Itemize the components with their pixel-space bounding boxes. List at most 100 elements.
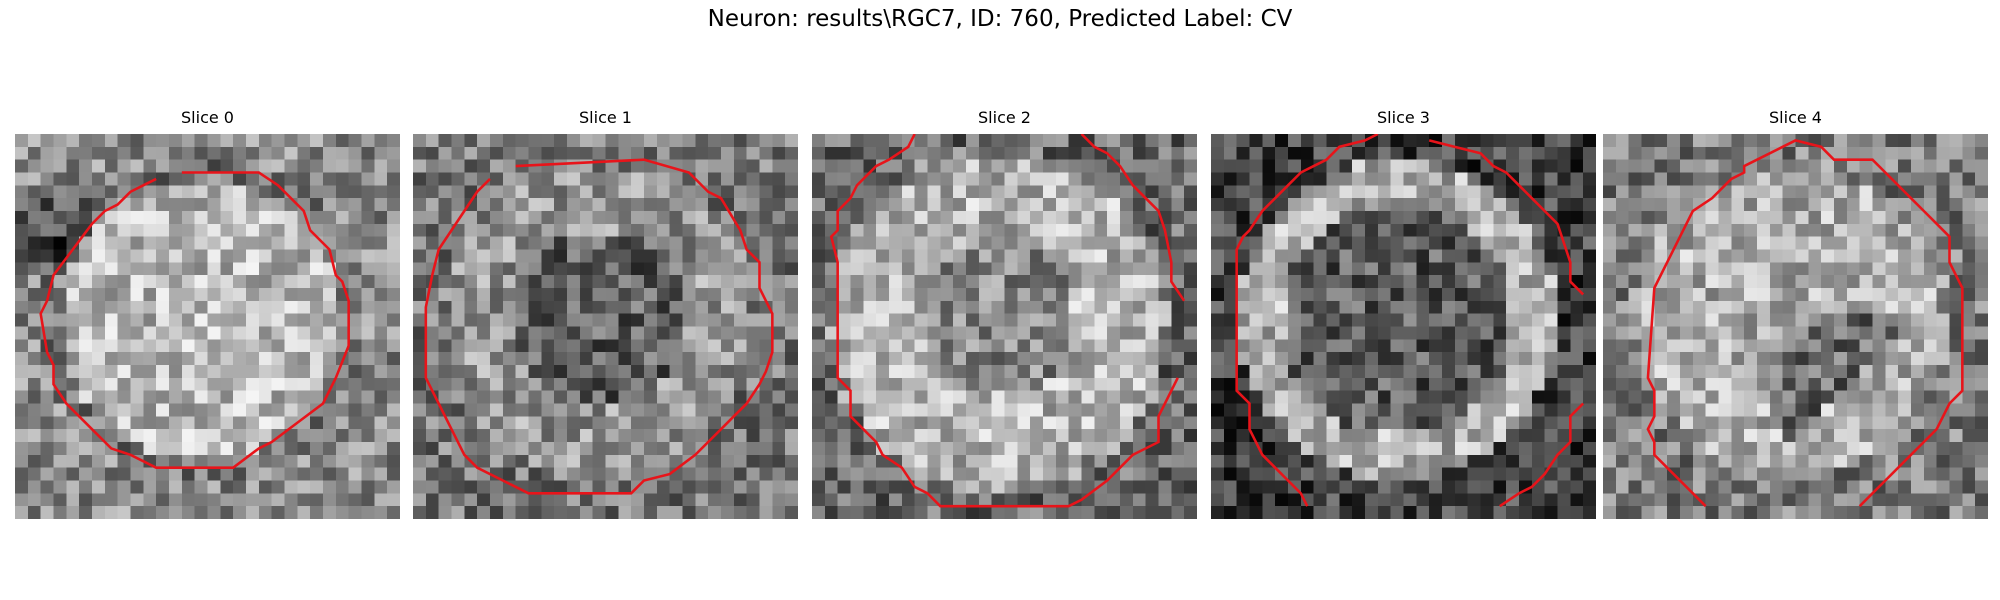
pixel [258, 288, 272, 302]
pixel [1171, 249, 1185, 263]
pixel [464, 442, 478, 456]
pixel [554, 198, 568, 212]
pixel [335, 159, 349, 173]
pixel [812, 365, 826, 379]
pixel [464, 288, 478, 302]
pixel [1654, 249, 1668, 263]
pixel [1275, 352, 1289, 366]
pixel [1570, 172, 1584, 186]
pixel [631, 403, 645, 417]
pixel [1467, 134, 1481, 148]
pixel [914, 467, 928, 481]
pixel [1365, 480, 1379, 494]
pixel [1275, 506, 1289, 519]
pixel [1846, 442, 1860, 456]
pixel [1236, 493, 1250, 507]
pixel [1544, 300, 1558, 314]
pixel [889, 493, 903, 507]
pixel [850, 365, 864, 379]
pixel [387, 493, 400, 507]
pixel [1872, 454, 1886, 468]
pixel [991, 352, 1005, 366]
pixel [169, 313, 183, 327]
pixel [1795, 288, 1809, 302]
pixel [1339, 211, 1353, 225]
pixel [746, 313, 760, 327]
pixel [1782, 313, 1796, 327]
pixel [79, 275, 93, 289]
pixel [682, 352, 696, 366]
pixel [1692, 288, 1706, 302]
pixel [592, 236, 606, 250]
pixel [721, 249, 735, 263]
pixel [733, 300, 747, 314]
pixel [258, 352, 272, 366]
pixel [695, 480, 709, 494]
pixel [901, 159, 915, 173]
pixel [1390, 249, 1404, 263]
pixel [1834, 275, 1848, 289]
pixel [721, 467, 735, 481]
pixel [104, 262, 118, 276]
pixel [1846, 211, 1860, 225]
pixel [1158, 377, 1172, 391]
pixel [104, 339, 118, 353]
pixel [79, 262, 93, 276]
pixel [1769, 185, 1783, 199]
pixel [1731, 365, 1745, 379]
pixel [1757, 249, 1771, 263]
pixel [1262, 403, 1276, 417]
pixel [1885, 365, 1899, 379]
pixel [1171, 493, 1185, 507]
pixel [335, 326, 349, 340]
pixel [1583, 352, 1596, 366]
pixel [541, 159, 555, 173]
pixel [644, 429, 658, 443]
pixel [233, 275, 247, 289]
pixel [130, 429, 144, 443]
pixel [1757, 365, 1771, 379]
pixel [1339, 416, 1353, 430]
pixel [1262, 506, 1276, 519]
pixel [772, 134, 786, 148]
pixel [733, 429, 747, 443]
pixel [721, 454, 735, 468]
pixel [1275, 288, 1289, 302]
pixel [605, 146, 619, 160]
pixel [181, 390, 195, 404]
pixel [682, 493, 696, 507]
pixel [1731, 429, 1745, 443]
pixel [901, 506, 915, 519]
pixel [1641, 249, 1655, 263]
pixel [1493, 236, 1507, 250]
pixel [130, 442, 144, 456]
pixel [233, 300, 247, 314]
pixel [169, 506, 183, 519]
pixel [1403, 326, 1417, 340]
pixel [1718, 249, 1732, 263]
pixel [1442, 172, 1456, 186]
pixel [1808, 377, 1822, 391]
pixel [746, 236, 760, 250]
pixel [1667, 288, 1681, 302]
pixel [233, 134, 247, 148]
pixel [181, 262, 195, 276]
pixel [246, 211, 260, 225]
pixel [1416, 211, 1430, 225]
pixel [53, 313, 67, 327]
pixel [824, 275, 838, 289]
pixel [284, 352, 298, 366]
pixel [644, 339, 658, 353]
pixel [1795, 467, 1809, 481]
pixel [1004, 288, 1018, 302]
pixel [1300, 326, 1314, 340]
pixel [682, 134, 696, 148]
pixel [92, 159, 106, 173]
pixel [1885, 146, 1899, 160]
pixel [1390, 442, 1404, 456]
pixel [1936, 326, 1950, 340]
pixel [669, 275, 683, 289]
pixel [1692, 146, 1706, 160]
pixel [592, 390, 606, 404]
pixel [1859, 249, 1873, 263]
